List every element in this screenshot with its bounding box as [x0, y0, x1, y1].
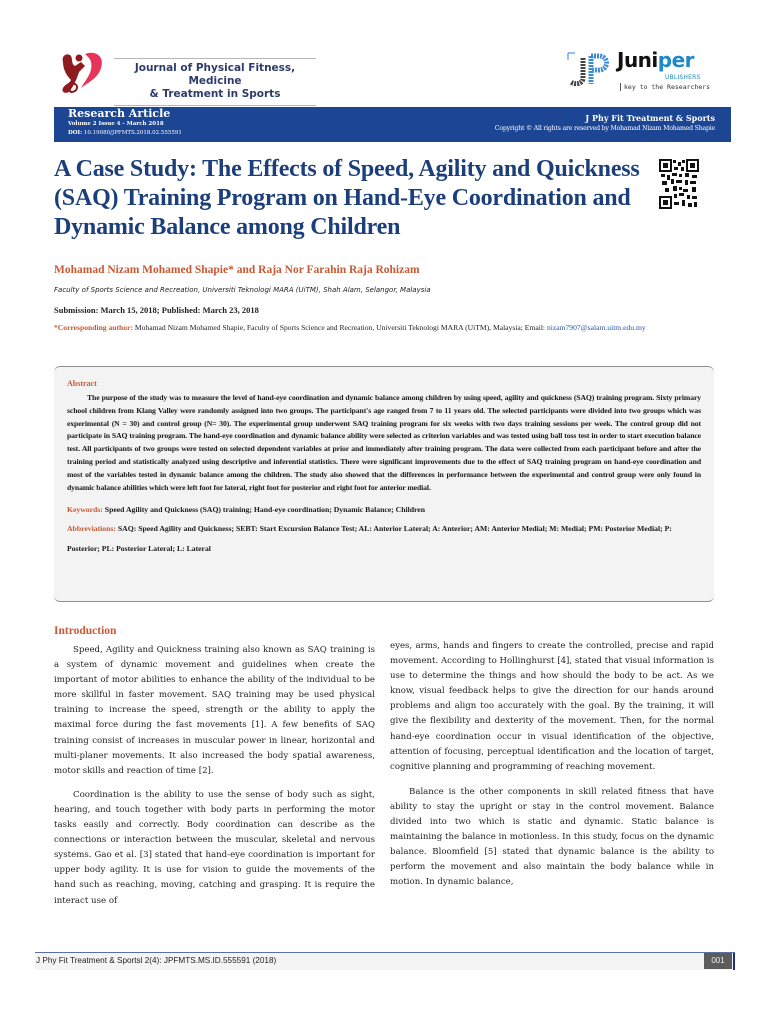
page-footer: J Phy Fit Treatment & Sportsl 2(4): JPFM…	[35, 952, 735, 970]
abstract-heading: Abstract	[67, 379, 97, 388]
corresponding-text: Mohamad Nizam Mohamed Shapie, Faculty of…	[132, 323, 547, 332]
authors: Mohamad Nizam Mohamed Shapie* and Raja N…	[54, 264, 420, 276]
journal-name-line1: Journal of Physical Fitness, Medicine	[134, 62, 296, 87]
publisher-logo: Juniper UBLISHERS key to the Researchers	[567, 48, 717, 91]
keywords: Keywords: Speed Agility and Quickness (S…	[67, 503, 701, 516]
publisher-name-p: per	[657, 48, 695, 72]
keywords-text: Speed Agility and Quickness (SAQ) traini…	[102, 505, 425, 515]
volume-issue: Volume 2 Issue 4 - March 2018	[68, 121, 164, 127]
journal-name-line2: & Treatment in Sports	[149, 88, 281, 100]
publisher-tagline: key to the Researchers	[620, 83, 710, 91]
abstract-text: The purpose of the study was to measure …	[67, 393, 701, 492]
corresponding-label: *Corresponding author:	[54, 323, 133, 332]
paragraph: Speed, Agility and Quickness training al…	[54, 645, 375, 776]
abbreviations-label: Abbreviations:	[67, 524, 116, 534]
article-type: Research Article	[68, 107, 171, 120]
right-column: eyes, arms, hands and fingers to create …	[390, 639, 714, 891]
jp-logo-icon	[567, 52, 613, 88]
copyright: Copyright © All rights are reserved by M…	[494, 125, 715, 132]
paragraph: Balance is the other components in skill…	[390, 786, 714, 888]
submission-dates: Submission: March 15, 2018; Published: M…	[54, 305, 259, 315]
doi-label: DOI:	[68, 130, 83, 136]
article-info-band: Research Article Volume 2 Issue 4 - Marc…	[54, 107, 731, 142]
page-number: 001	[704, 953, 732, 969]
introduction-heading: Introduction	[54, 625, 117, 637]
doi: DOI: 10.19080/JPFMTS.2018.02.555591	[68, 129, 182, 137]
doi-value[interactable]: 10.19080/JPFMTS.2018.02.555591	[82, 130, 182, 136]
journal-short-name: J Phy Fit Treatment & Sports	[585, 113, 715, 123]
article-title: A Case Study: The Effects of Speed, Agil…	[54, 156, 640, 240]
journal-logo-icon	[55, 48, 107, 96]
paragraph: Coordination is the ability to use the s…	[54, 789, 375, 906]
abstract-box: Abstract The purpose of the study was to…	[54, 366, 714, 602]
journal-name: Journal of Physical Fitness, Medicine & …	[114, 58, 316, 106]
publisher-sub: UBLISHERS	[665, 74, 701, 81]
paragraph: eyes, arms, hands and fingers to create …	[390, 641, 714, 772]
abbreviations: Abbreviations: SAQ: Speed Agility and Qu…	[67, 519, 701, 559]
footer-citation: J Phy Fit Treatment & Sportsl 2(4): JPFM…	[36, 956, 277, 965]
publisher-name: Juniper	[617, 48, 695, 72]
keywords-label: Keywords:	[67, 505, 103, 515]
affiliation: Faculty of Sports Science and Recreation…	[54, 286, 431, 294]
left-column: Speed, Agility and Quickness training al…	[54, 643, 375, 909]
author-email-link[interactable]: nizam7907@salam.uitm.edu.my	[546, 323, 646, 332]
abbreviations-text: SAQ: Speed Agility and Quickness; SEBT: …	[67, 524, 672, 554]
publisher-name-main: Juni	[617, 48, 658, 72]
footer-divider	[733, 953, 735, 970]
corresponding-author: *Corresponding author: Mohamad Nizam Moh…	[54, 321, 704, 335]
qr-code-icon	[659, 158, 699, 210]
